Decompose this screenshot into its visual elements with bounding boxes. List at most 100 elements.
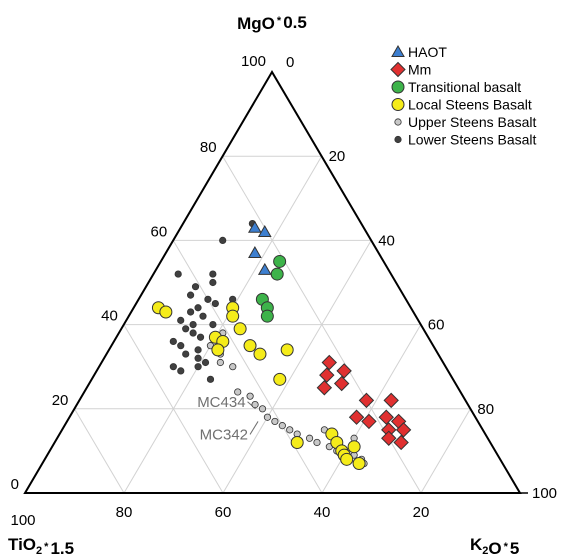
tick-label-right: 0 xyxy=(286,54,294,71)
point-mm xyxy=(395,422,412,438)
point-lower-steens-basalt xyxy=(209,278,217,287)
vertex-label-k2o: K2O * 5 xyxy=(470,535,519,554)
point-local-steens-basalt xyxy=(243,339,257,353)
point-local-steens-basalt xyxy=(211,343,225,357)
point-mm xyxy=(378,409,394,425)
point-lower-steens-basalt xyxy=(194,346,202,354)
point-haot xyxy=(257,262,272,275)
tick-label-bottom: 20 xyxy=(413,504,430,521)
point-lower-steens-basalt xyxy=(182,325,190,333)
legend-label: HAOT xyxy=(408,44,447,60)
point-local-steens-basalt xyxy=(226,309,240,323)
legend-label: Mm xyxy=(408,62,431,78)
legend-marker xyxy=(391,98,405,111)
grid-line xyxy=(222,240,372,494)
point-mm xyxy=(319,367,335,383)
point-mm xyxy=(336,363,352,379)
point-mm xyxy=(383,392,399,409)
point-lower-steens-basalt xyxy=(201,358,210,367)
point-upper-steens-basalt xyxy=(305,434,314,442)
point-lower-steens-basalt xyxy=(187,308,195,316)
tick-label-right: 60 xyxy=(428,317,445,334)
point-upper-steens-basalt xyxy=(246,392,254,400)
point-lower-steens-basalt xyxy=(196,333,205,341)
point-lower-steens-basalt xyxy=(219,236,227,244)
point-upper-steens-basalt xyxy=(278,422,286,430)
point-lower-steens-basalt xyxy=(204,295,212,303)
point-local-steens-basalt xyxy=(280,343,294,357)
tick-label-right: 80 xyxy=(477,401,494,418)
point-lower-steens-basalt xyxy=(177,367,185,375)
point-lower-steens-basalt xyxy=(177,342,185,350)
point-lower-steens-basalt xyxy=(194,304,202,312)
tick-label-left: 40 xyxy=(101,308,118,325)
grid-line xyxy=(172,240,323,494)
grid-line xyxy=(321,324,422,494)
point-mm xyxy=(316,380,333,396)
point-lower-steens-basalt xyxy=(206,375,215,383)
point-mm xyxy=(333,375,350,392)
point-upper-steens-basalt xyxy=(313,438,321,447)
legend-label: Transitional basalt xyxy=(408,79,521,95)
point-local-steens-basalt xyxy=(290,435,304,449)
grid-line xyxy=(420,408,471,494)
point-lower-steens-basalt xyxy=(177,316,185,324)
point-local-steens-basalt xyxy=(159,305,173,319)
tick-label-left: 100 xyxy=(241,53,266,70)
point-local-steens-basalt xyxy=(352,457,366,471)
point-lower-steens-basalt xyxy=(194,363,202,371)
tick-label-right: 40 xyxy=(378,232,395,249)
legend-label: Lower Steens Basalt xyxy=(408,132,537,148)
grid-line xyxy=(123,324,224,494)
point-local-steens-basalt xyxy=(340,452,354,466)
point-local-steens-basalt xyxy=(273,372,287,386)
point-mm xyxy=(321,354,337,371)
point-lower-steens-basalt xyxy=(194,354,202,362)
annotations: MC434 MC342 xyxy=(197,394,259,443)
point-lower-steens-basalt xyxy=(199,312,207,320)
point-local-steens-basalt xyxy=(233,322,247,336)
point-mm xyxy=(361,413,377,430)
tick-label-bottom: 80 xyxy=(116,504,133,521)
tick-label-right: 20 xyxy=(329,148,346,165)
point-lower-steens-basalt xyxy=(169,337,177,346)
tick-label-left: 20 xyxy=(52,392,69,409)
point-upper-steens-basalt xyxy=(258,405,267,413)
point-upper-steens-basalt xyxy=(234,388,242,396)
tick-label-bottom: 100 xyxy=(10,512,35,529)
vertex-label-tio2: TiO2 * 1.5 xyxy=(8,535,74,554)
point-transitional-basalt xyxy=(260,309,274,323)
tick-label-left: 0 xyxy=(11,476,19,493)
point-upper-steens-basalt xyxy=(271,417,279,426)
tick-label-left: 80 xyxy=(200,139,217,156)
point-lower-steens-basalt xyxy=(211,299,219,308)
point-local-steens-basalt xyxy=(347,440,361,454)
point-haot xyxy=(247,220,262,233)
point-lower-steens-basalt xyxy=(191,283,200,291)
tick-label-left: 60 xyxy=(151,223,168,240)
legend-marker xyxy=(391,80,405,94)
point-upper-steens-basalt xyxy=(251,400,259,409)
point-upper-steens-basalt xyxy=(286,426,294,434)
point-lower-steens-basalt xyxy=(186,291,195,299)
grid-line xyxy=(73,408,125,494)
legend-label: Local Steens Basalt xyxy=(408,97,532,113)
point-lower-steens-basalt xyxy=(182,350,190,358)
annotation-leader xyxy=(249,421,259,435)
legend-marker xyxy=(394,135,402,144)
point-upper-steens-basalt xyxy=(216,358,224,367)
legend-marker xyxy=(390,61,406,78)
legend-marker xyxy=(391,44,405,57)
point-mm xyxy=(381,430,397,446)
point-transitional-basalt xyxy=(270,267,284,281)
legend-label: Upper Steens Basalt xyxy=(408,114,537,130)
point-lower-steens-basalt xyxy=(209,320,217,329)
point-mm xyxy=(393,434,409,451)
point-lower-steens-basalt xyxy=(169,363,177,371)
data-points xyxy=(151,219,412,471)
vertex-label-mgo: MgO * 0.5 xyxy=(237,13,307,33)
point-haot xyxy=(248,246,262,259)
triangle-outline xyxy=(23,70,522,494)
